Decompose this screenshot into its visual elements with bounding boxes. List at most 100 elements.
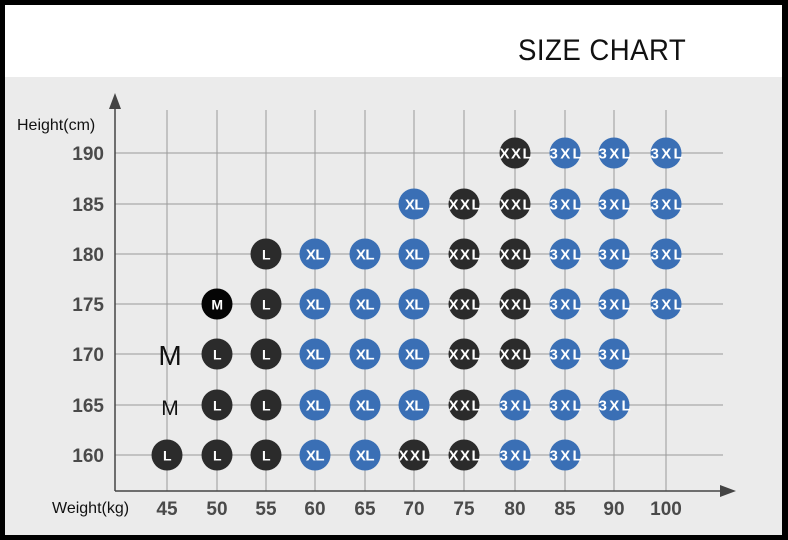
- x-tick-label: 55: [255, 499, 277, 520]
- size-marker-label: XXL: [449, 297, 481, 314]
- size-marker: [398, 439, 430, 471]
- size-marker: [499, 137, 531, 169]
- size-marker: [499, 238, 531, 270]
- size-marker-label: L: [262, 398, 271, 414]
- x-tick-label: 50: [206, 499, 227, 520]
- size-marker: [299, 439, 331, 471]
- x-tick-label: 65: [354, 499, 376, 520]
- size-marker-label: L: [213, 448, 222, 464]
- size-marker-label: 3XL: [550, 197, 582, 214]
- size-label: M: [161, 397, 179, 420]
- size-marker: [448, 338, 480, 370]
- size-marker-label: XXL: [449, 448, 481, 465]
- y-tick-label: 185: [72, 195, 104, 216]
- size-marker-label: XXL: [500, 297, 532, 314]
- size-marker: [448, 389, 480, 421]
- size-marker: [598, 137, 630, 169]
- size-marker: [549, 389, 581, 421]
- x-tick-label: 45: [156, 499, 178, 520]
- size-marker-label: L: [262, 448, 271, 464]
- y-tick-label: 170: [72, 345, 104, 366]
- size-marker: [650, 188, 682, 220]
- size-marker: [201, 288, 233, 320]
- size-marker: [598, 188, 630, 220]
- size-marker-label: 3XL: [651, 297, 683, 314]
- size-marker: [499, 439, 531, 471]
- y-tick-label: 190: [72, 144, 104, 165]
- size-marker-label: 3XL: [651, 247, 683, 264]
- size-marker-label: M: [211, 297, 222, 313]
- size-marker-label: 3XL: [550, 146, 582, 163]
- size-marker-label: XXL: [500, 146, 532, 163]
- size-marker: [349, 288, 381, 320]
- y-tick-label: 160: [72, 446, 104, 467]
- size-marker: [299, 288, 331, 320]
- size-marker: [398, 288, 430, 320]
- size-marker: [448, 238, 480, 270]
- size-marker-label: L: [213, 347, 222, 363]
- size-marker-label: 3XL: [550, 347, 582, 364]
- size-marker: [650, 238, 682, 270]
- size-marker-label: XL: [306, 247, 325, 264]
- size-marker-label: XL: [356, 247, 375, 264]
- size-marker-label: L: [262, 347, 271, 363]
- size-marker: [201, 338, 233, 370]
- size-marker: [598, 288, 630, 320]
- y-tick-label: 175: [72, 295, 104, 316]
- size-marker-label: XXL: [449, 347, 481, 364]
- size-marker-label: XL: [356, 347, 375, 364]
- x-tick-label: 60: [304, 499, 325, 520]
- size-marker-label: XXL: [399, 448, 431, 465]
- y-axis-arrow-icon: [109, 93, 121, 109]
- size-marker: [398, 389, 430, 421]
- chart-header: [5, 5, 782, 77]
- size-marker: [349, 389, 381, 421]
- x-tick-label: 75: [453, 499, 475, 520]
- size-marker: [499, 188, 531, 220]
- size-marker: [250, 338, 282, 370]
- size-marker: [598, 389, 630, 421]
- y-tick-label: 165: [72, 396, 104, 417]
- size-marker: [448, 439, 480, 471]
- size-marker-label: XXL: [500, 247, 532, 264]
- size-marker-label: L: [262, 247, 271, 263]
- size-marker-label: XL: [306, 398, 325, 415]
- size-marker: [549, 238, 581, 270]
- x-tick-label: 90: [603, 499, 624, 520]
- size-marker: [201, 439, 233, 471]
- x-axis-label: Weight(kg): [52, 500, 129, 517]
- size-marker-label: XL: [306, 448, 325, 465]
- size-marker: [650, 288, 682, 320]
- size-marker-label: XL: [405, 347, 424, 364]
- x-axis-arrow-icon: [720, 485, 736, 497]
- size-marker-label: L: [213, 398, 222, 414]
- y-tick-label: 180: [72, 245, 104, 266]
- size-marker-label: XL: [356, 448, 375, 465]
- size-marker-label: XXL: [449, 197, 481, 214]
- size-marker-label: XL: [405, 247, 424, 264]
- size-marker-label: 3XL: [550, 398, 582, 415]
- size-marker-label: XXL: [449, 247, 481, 264]
- size-marker: [201, 389, 233, 421]
- size-marker-label: XL: [405, 297, 424, 314]
- size-marker-label: XL: [356, 297, 375, 314]
- size-marker: [499, 338, 531, 370]
- size-marker: [299, 338, 331, 370]
- chart-frame: [5, 5, 782, 535]
- size-marker-label: 3XL: [651, 197, 683, 214]
- size-marker-label: L: [163, 448, 172, 464]
- size-marker-label: 3XL: [599, 297, 631, 314]
- size-marker-label: 3XL: [599, 146, 631, 163]
- size-marker: [151, 439, 183, 471]
- chart-title: SIZE CHART: [518, 34, 687, 67]
- x-tick-label: 70: [403, 499, 424, 520]
- size-marker: [499, 389, 531, 421]
- size-marker: [650, 137, 682, 169]
- size-marker-label: 3XL: [651, 146, 683, 163]
- size-marker: [250, 238, 282, 270]
- size-marker-label: 3XL: [599, 347, 631, 364]
- size-marker-label: XL: [306, 347, 325, 364]
- size-label: M: [158, 340, 181, 371]
- size-marker-label: XXL: [449, 398, 481, 415]
